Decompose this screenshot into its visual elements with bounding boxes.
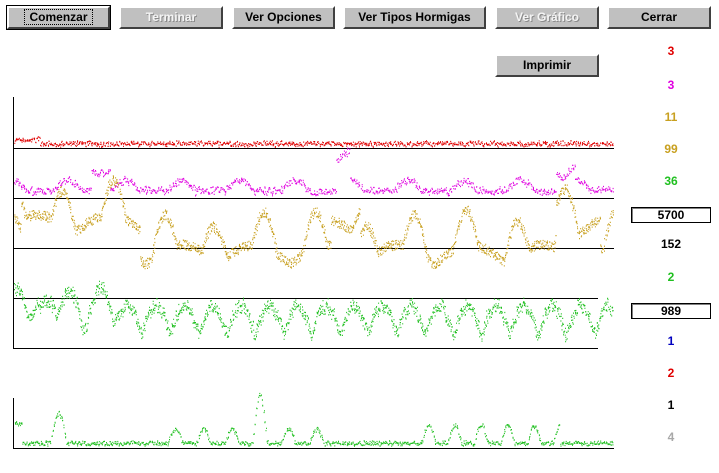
trace-gold	[14, 175, 614, 270]
trace-green-bottom	[14, 392, 614, 447]
counter-black-2: 1	[667, 398, 675, 412]
trace-red	[14, 136, 614, 148]
counter-magenta: 3	[667, 78, 675, 92]
trace-magenta-dots	[14, 147, 614, 197]
counter-green-1: 36	[664, 174, 678, 188]
comenzar-label: Comenzar	[24, 9, 93, 25]
ver-grafico-button[interactable]: Ver Gráfico	[495, 6, 599, 29]
counter-box-2: 989	[631, 303, 711, 319]
graph-series	[14, 136, 614, 447]
trace-gold-dots	[14, 175, 614, 270]
counter-gold-1: 11	[664, 110, 678, 124]
trace-red-dots	[14, 136, 614, 148]
trace-green-dots	[14, 280, 614, 343]
counter-box-1: 5700	[631, 207, 711, 223]
counter-black-1: 152	[660, 237, 682, 251]
trace-green-bottom-dots	[14, 392, 614, 447]
counter-red: 3	[667, 44, 675, 58]
population-graph	[13, 97, 614, 449]
counter-green-2: 2	[667, 270, 675, 284]
graph-axes	[13, 97, 614, 449]
imprimir-button[interactable]: Imprimir	[495, 54, 599, 77]
counter-red-2: 2	[667, 366, 675, 380]
counter-gold-2: 99	[664, 142, 678, 156]
comenzar-button[interactable]: Comenzar	[6, 5, 111, 30]
counter-blue: 1	[667, 334, 675, 348]
trace-magenta	[14, 147, 614, 197]
cerrar-button[interactable]: Cerrar	[607, 6, 711, 29]
trace-green	[14, 280, 614, 343]
ver-opciones-button[interactable]: Ver Opciones	[232, 6, 335, 29]
counter-gray: 4	[667, 430, 675, 444]
terminar-button[interactable]: Terminar	[119, 6, 223, 29]
ver-tipos-hormigas-button[interactable]: Ver Tipos Hormigas	[343, 6, 486, 29]
